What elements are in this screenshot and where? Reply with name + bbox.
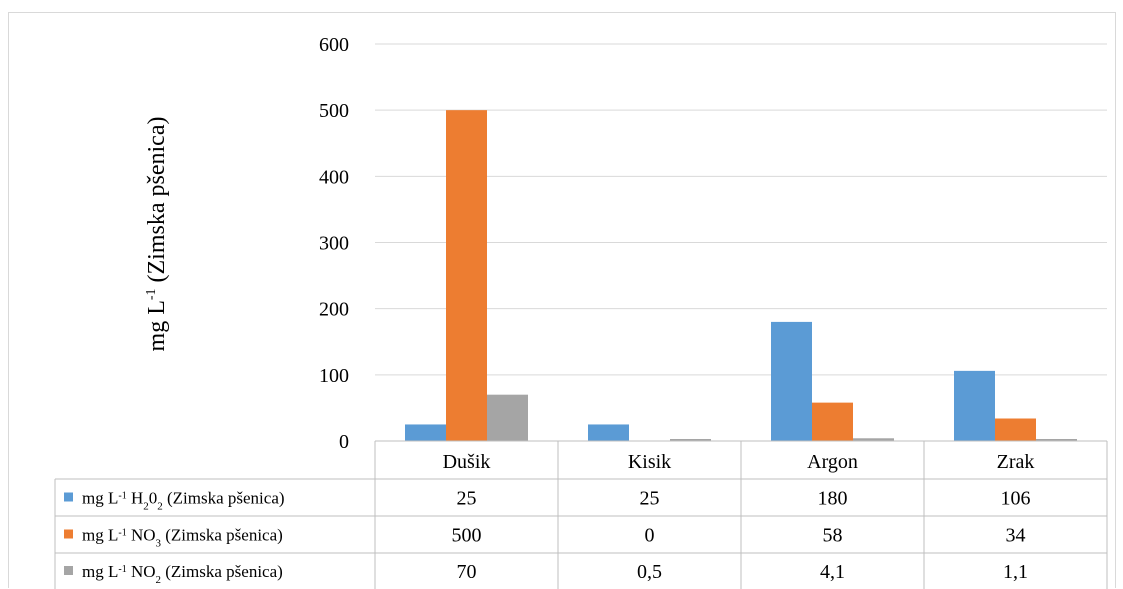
legend-swatch-s1 bbox=[64, 529, 73, 539]
table-cell-s0: 180 bbox=[818, 488, 848, 510]
table-cell-s0: 25 bbox=[640, 488, 660, 510]
y-tick-label: 500 bbox=[319, 100, 349, 122]
y-tick-label: 200 bbox=[319, 299, 349, 321]
legend-swatch-s2 bbox=[64, 566, 73, 575]
table-cell-s0: 106 bbox=[1001, 488, 1031, 510]
legend-label-s2: mg L-1 NO2 (Zimska pšenica) bbox=[82, 562, 283, 586]
y-axis-label: mg L-1 (Zimska pšenica) bbox=[144, 117, 170, 352]
y-tick-label: 0 bbox=[339, 431, 349, 453]
legend-label-s0: mg L-1 H202 (Zimska pšenica) bbox=[82, 489, 285, 513]
table-cell-s1: 0 bbox=[645, 525, 655, 547]
table-cell-s1: 500 bbox=[452, 525, 482, 547]
bar-s0-kisik bbox=[588, 424, 629, 441]
category-label: Argon bbox=[807, 451, 858, 473]
category-label: Zrak bbox=[997, 451, 1035, 473]
table-cell-s2: 70 bbox=[457, 561, 477, 583]
y-tick-label: 100 bbox=[319, 365, 349, 387]
y-tick-label: 300 bbox=[319, 233, 349, 255]
y-tick-label: 400 bbox=[319, 166, 349, 188]
bar-s2-argon bbox=[853, 438, 894, 441]
legend-swatch-s0 bbox=[64, 492, 73, 502]
chart-frame bbox=[8, 12, 1116, 588]
bar-s2-zrak bbox=[1036, 439, 1077, 441]
table-cell-s2: 0,5 bbox=[637, 561, 662, 583]
table-cell-s2: 4,1 bbox=[820, 561, 845, 583]
bar-s2-dušik bbox=[487, 394, 528, 441]
category-label: Dušik bbox=[443, 451, 491, 473]
y-tick-label: 600 bbox=[319, 34, 349, 56]
bar-s1-dušik bbox=[446, 110, 487, 442]
bar-s1-zrak bbox=[995, 418, 1036, 441]
table-cell-s1: 58 bbox=[823, 525, 843, 547]
bar-s0-dušik bbox=[405, 424, 446, 441]
legend-label-s1: mg L-1 NO3 (Zimska pšenica) bbox=[82, 526, 283, 550]
bar-s0-zrak bbox=[954, 370, 995, 441]
table-cell-s1: 34 bbox=[1006, 525, 1026, 547]
table-cell-s0: 25 bbox=[457, 488, 477, 510]
bar-s1-argon bbox=[812, 402, 853, 441]
bar-s2-kisik bbox=[670, 439, 711, 441]
category-label: Kisik bbox=[628, 451, 671, 473]
table-cell-s2: 1,1 bbox=[1003, 561, 1028, 583]
bar-s0-argon bbox=[771, 321, 812, 441]
